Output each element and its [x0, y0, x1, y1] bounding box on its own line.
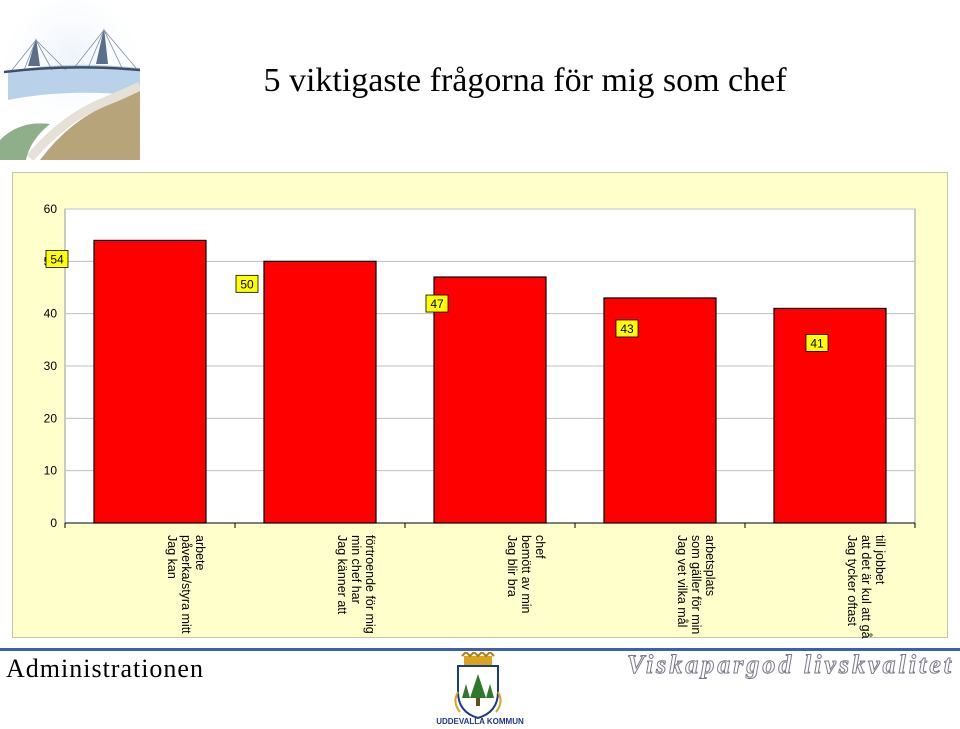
data-label-box — [235, 274, 259, 293]
crest-caption: UDDEVALLA KOMMUN — [436, 717, 524, 726]
y-tick-label: 0 — [50, 516, 57, 530]
data-label: 47 — [430, 297, 444, 311]
bar — [93, 239, 207, 524]
data-label-box — [425, 294, 449, 313]
y-tick-label: 40 — [44, 307, 58, 321]
bar — [263, 260, 377, 524]
y-tick-label: 10 — [44, 464, 58, 478]
x-tick-label: Jag känner attmin chef harförtroende för… — [335, 535, 377, 634]
data-label: 50 — [240, 277, 254, 291]
bridge-logo — [0, 0, 140, 160]
y-tick-label: 60 — [44, 202, 58, 216]
footer-divider — [0, 648, 960, 651]
x-tick-label: Jag vet vilka målsom gäller för minarbet… — [675, 535, 717, 634]
x-tick-label: Jag blir brabemött av minchef — [505, 535, 547, 614]
y-tick-label: 20 — [44, 411, 58, 425]
data-label-box — [45, 250, 69, 268]
bar-chart: 0 10 20 30 40 50 60 54 Jag kanpåverka/styra mitt… — [44, 202, 916, 639]
municipality-crest — [454, 652, 502, 720]
footer-org-name: Administrationen — [6, 654, 204, 683]
page-title: 5 viktigaste frågorna för mig som chef — [263, 62, 787, 99]
chart-panel: 0 10 20 30 40 50 60 54 Jag kanpåverka/styra mitt… — [12, 172, 948, 639]
data-label: 54 — [50, 252, 64, 266]
y-tick-label: 30 — [44, 359, 58, 373]
data-label: 43 — [620, 322, 634, 336]
x-tick-label: Jag kanpåverka/styra mittarbete — [165, 535, 207, 634]
footer-slogan: Viskapargod livskvalitet — [627, 650, 954, 680]
bar — [433, 276, 547, 524]
data-label-box — [805, 334, 829, 352]
data-label-box — [615, 319, 639, 338]
x-tick-label: Jag tycker oftastatt det är kul att gåti… — [845, 535, 887, 639]
bar — [773, 307, 887, 524]
data-label: 41 — [810, 336, 824, 350]
